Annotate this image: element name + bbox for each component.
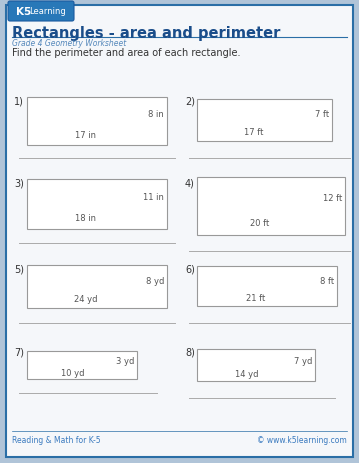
Text: 24 yd: 24 yd — [74, 294, 98, 303]
Text: 3 yd: 3 yd — [116, 357, 134, 365]
Text: Find the perimeter and area of each rectangle.: Find the perimeter and area of each rect… — [12, 48, 241, 58]
Text: 17 ft: 17 ft — [244, 128, 264, 137]
Text: 5): 5) — [14, 263, 24, 274]
Text: 14 yd: 14 yd — [235, 369, 258, 379]
Text: 12 ft: 12 ft — [323, 194, 342, 202]
Text: K5: K5 — [16, 7, 31, 17]
Text: 4): 4) — [185, 178, 195, 188]
Text: 18 in: 18 in — [75, 214, 96, 223]
Text: 21 ft: 21 ft — [246, 293, 265, 302]
Text: Grade 4 Geometry Worksheet: Grade 4 Geometry Worksheet — [12, 39, 126, 48]
Bar — [27, 180, 167, 230]
Text: 8 in: 8 in — [148, 110, 164, 119]
Text: 2): 2) — [185, 96, 195, 106]
Text: 11 in: 11 in — [143, 193, 164, 201]
Text: 7 yd: 7 yd — [294, 356, 312, 365]
Bar — [27, 98, 167, 146]
Text: 20 ft: 20 ft — [250, 218, 269, 227]
Text: Reading & Math for K-5: Reading & Math for K-5 — [12, 435, 101, 444]
Text: 7 ft: 7 ft — [315, 110, 329, 119]
Text: Rectangles - area and perimeter: Rectangles - area and perimeter — [12, 26, 280, 41]
Text: 7): 7) — [14, 347, 24, 357]
Bar — [27, 351, 137, 379]
Text: 8): 8) — [185, 347, 195, 357]
Text: 6): 6) — [185, 263, 195, 274]
Bar — [197, 100, 332, 142]
Bar — [27, 265, 167, 308]
Bar — [197, 178, 345, 236]
FancyBboxPatch shape — [8, 2, 74, 22]
Text: 3): 3) — [14, 178, 24, 188]
Bar — [197, 349, 315, 381]
Text: Learning: Learning — [29, 7, 66, 17]
Text: 17 in: 17 in — [75, 131, 96, 140]
Text: 8 ft: 8 ft — [320, 276, 334, 285]
Bar — [197, 266, 337, 307]
Text: 8 yd: 8 yd — [146, 276, 164, 285]
Text: © www.k5learning.com: © www.k5learning.com — [257, 435, 347, 444]
Text: 1): 1) — [14, 96, 24, 106]
Text: 10 yd: 10 yd — [61, 369, 85, 377]
